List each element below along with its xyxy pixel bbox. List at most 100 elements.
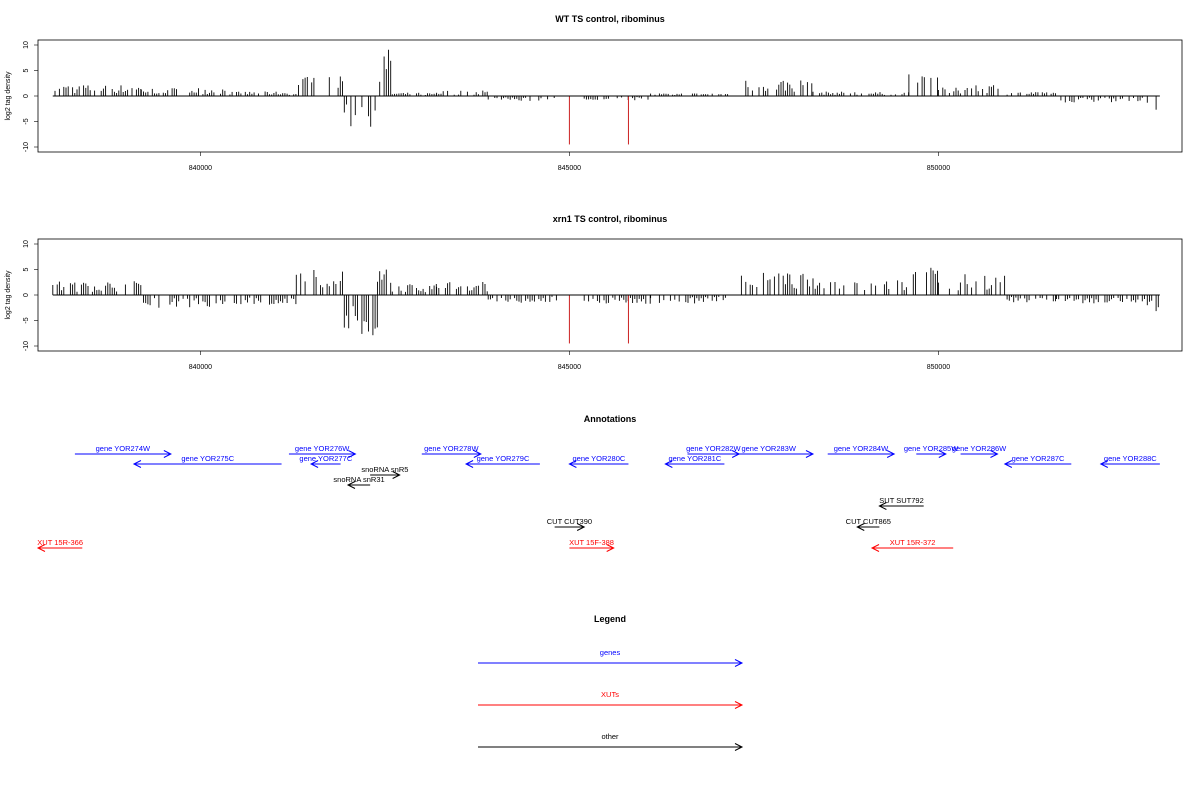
legend-label: XUTs: [601, 690, 619, 699]
annotation-arrow: gene YOR280C: [568, 454, 629, 468]
y-tick-label: 0: [23, 293, 30, 297]
y-tick-label: -10: [23, 341, 30, 351]
signal-segment: [1146, 295, 1159, 312]
x-tick-label: 845000: [558, 165, 581, 172]
signal-track: [52, 267, 1160, 344]
annotation-arrow: gene YOR281C: [664, 454, 725, 468]
annotation-arrow: gene YOR275C: [132, 454, 282, 468]
x-tick-label: 840000: [189, 364, 212, 371]
y-tick-label: 5: [23, 68, 30, 72]
y-tick-label: 10: [23, 240, 30, 248]
annotation-label: gene YOR275C: [181, 454, 234, 463]
annotation-label: XUT 15R-372: [890, 538, 936, 547]
y-tick-label: 0: [23, 94, 30, 98]
signal-segment: [52, 281, 142, 295]
y-tick-label: -5: [23, 317, 30, 323]
annotation-label: gene YOR287C: [1012, 454, 1065, 463]
annotation-label: SUT SUT792: [879, 496, 923, 505]
annotation-label: gene YOR281C: [668, 454, 721, 463]
annotation-arrow: gene YOR287C: [1003, 454, 1072, 468]
annotation-arrow: gene YOR285W: [904, 444, 959, 458]
annotation-label: gene YOR280C: [573, 454, 626, 463]
panel-title: xrn1 TS control, ribominus: [553, 214, 668, 224]
signal-segment: [140, 88, 226, 96]
signal-segment: [1006, 92, 1056, 96]
legend-arrow: XUTs: [478, 690, 744, 709]
annotation-arrow: XUT 15R-372: [870, 538, 954, 552]
annotation-label: gene YOR279C: [477, 454, 530, 463]
y-axis-label: log2 tag density: [5, 270, 12, 320]
annotation-arrow: gene YOR283W: [724, 444, 815, 458]
panel-title: WT TS control, ribominus: [555, 14, 665, 24]
signal-segment: [583, 295, 651, 304]
annotation-label: gene YOR286W: [952, 444, 1007, 453]
annotation-label: gene YOR285W: [904, 444, 959, 453]
annotation-arrow: XUT 15F-388: [569, 538, 615, 552]
y-tick-label: 10: [23, 41, 30, 49]
signal-segment: [745, 80, 813, 96]
annotation-arrow: XUT 15R-366: [36, 538, 83, 552]
annotation-arrow: gene YOR276W: [288, 444, 357, 458]
signal-segment: [864, 280, 907, 295]
signal-segment: [1056, 295, 1145, 304]
signal-segment: [379, 49, 392, 96]
legend-label: genes: [600, 648, 621, 657]
signal-segment: [377, 269, 392, 295]
legend-items: genes XUTs other: [478, 648, 744, 751]
panel-wt: WT TS control, ribominus log2 tag densit…: [5, 14, 1183, 172]
annotation-label: snoRNA snR31: [333, 475, 384, 484]
signal-segment: [964, 274, 1006, 295]
annotation-arrow: gene YOR274W: [74, 444, 172, 458]
signal-segment: [868, 92, 910, 96]
annotations-track: Annotations gene YOR274W gene YOR275C gene…: [36, 414, 1160, 552]
annotation-label: gene YOR274W: [96, 444, 151, 453]
axes: 10 5 0 -5 -10 840000 845000 850000: [23, 240, 950, 371]
signal-segment: [583, 96, 649, 101]
signal-segment: [964, 85, 999, 96]
annotation-arrow: gene YOR284W: [827, 444, 896, 458]
annotation-label: gene YOR288C: [1104, 454, 1157, 463]
annotation-label: gene YOR283W: [741, 444, 796, 453]
x-tick-label: 845000: [558, 364, 581, 371]
annotation-label: CUT CUT865: [846, 517, 891, 526]
y-tick-label: -5: [23, 118, 30, 124]
signal-track: [52, 49, 1160, 145]
signal-segment: [143, 295, 226, 308]
legend-title: Legend: [594, 614, 626, 624]
signal-segment: [487, 295, 557, 303]
annotation-arrow: snoRNA snR31: [333, 475, 385, 489]
annotation-arrow: SUT SUT792: [878, 496, 924, 510]
annotation-label: XUT 15R-366: [37, 538, 83, 547]
signal-segment: [937, 87, 961, 96]
y-tick-label: -10: [23, 142, 30, 152]
annotation-label: snoRNA snR5: [361, 465, 408, 474]
signal-segment: [1146, 96, 1157, 110]
signal-segment: [436, 90, 488, 96]
annotation-arrow: gene YOR277C: [299, 454, 353, 468]
annotation-arrow: snoRNA snR5: [361, 465, 408, 479]
legend-arrow: genes: [478, 648, 744, 667]
annotation-arrow: CUT CUT865: [846, 517, 891, 531]
annotation-label: gene YOR284W: [834, 444, 889, 453]
signal-segment: [908, 74, 938, 96]
signal-segment: [391, 284, 437, 295]
y-axis-label: log2 tag density: [5, 71, 12, 121]
legend: Legend genes XUTs other: [478, 614, 744, 751]
annotation-label: XUT 15F-388: [569, 538, 614, 547]
annotation-arrow: gene YOR278W: [421, 444, 482, 458]
panel-xrn1: xrn1 TS control, ribominus log2 tag dens…: [5, 214, 1183, 371]
annotation-label: gene YOR282W: [686, 444, 741, 453]
x-tick-label: 850000: [927, 165, 950, 172]
annotation-label: CUT CUT390: [547, 517, 592, 526]
signal-segment: [740, 272, 811, 295]
signal-segment: [343, 295, 378, 336]
signal-segment: [812, 278, 858, 295]
signal-segment: [912, 267, 938, 295]
annotation-arrow: CUT CUT390: [547, 517, 592, 531]
annotation-arrow: gene YOR288C: [1099, 454, 1160, 468]
signal-segment: [343, 96, 376, 127]
annotation-arrow: gene YOR286W: [952, 444, 1007, 458]
axes: 10 5 0 -5 -10 840000 845000 850000: [23, 41, 950, 172]
